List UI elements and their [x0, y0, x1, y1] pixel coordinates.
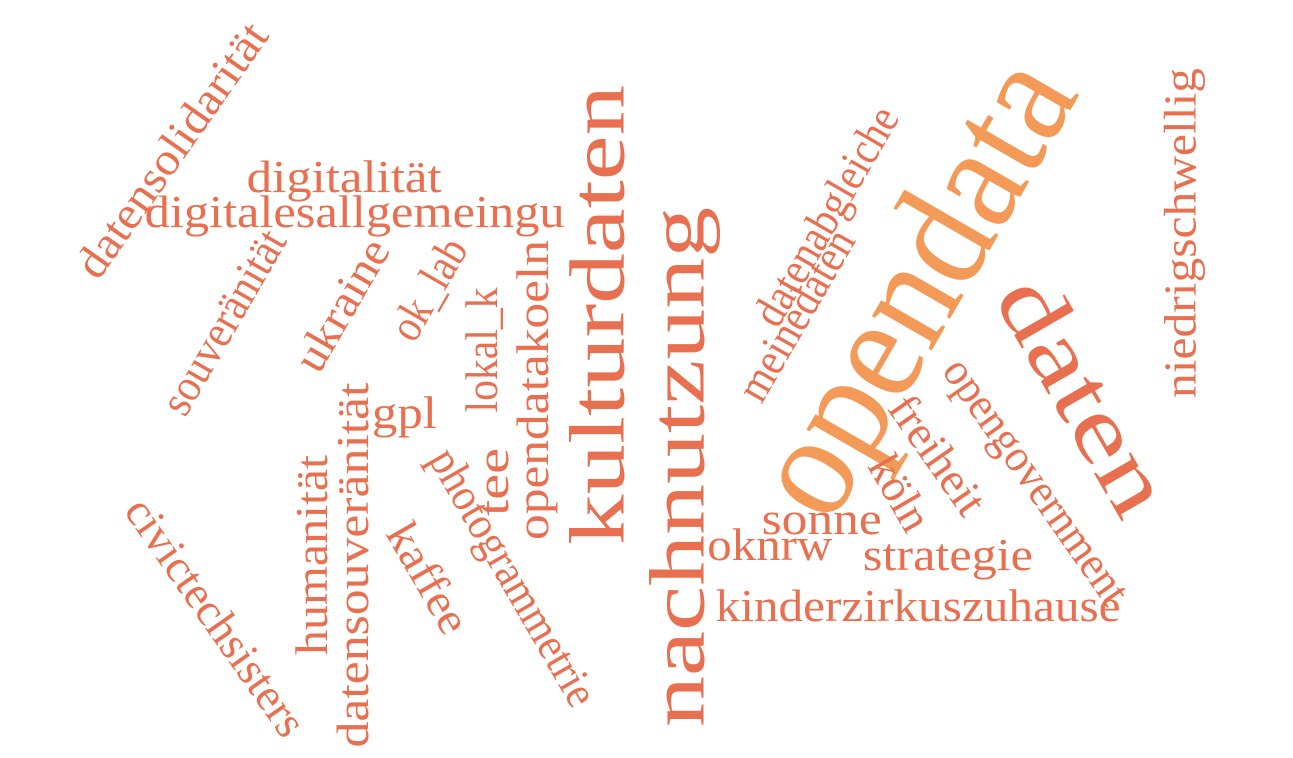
word-kulturdaten: kulturdaten — [553, 84, 641, 546]
word-lokal-k: lokal_k — [455, 287, 507, 413]
word-kinderzirkuszuhause: kinderzirkuszuhause — [715, 580, 1121, 631]
word-niedrigschwellig: niedrigschwellig — [1154, 68, 1205, 398]
word-gpl: gpl — [371, 387, 437, 438]
word-digitalitaet: digitalität — [246, 151, 442, 202]
word-nachnutzung: nachnutzung — [633, 206, 720, 728]
word-ukraine: ukraine — [283, 229, 400, 381]
word-oknrw: oknrw — [707, 519, 833, 570]
word-souveraenitaet: souveränität — [149, 220, 296, 424]
word-sonne: sonne — [761, 493, 882, 544]
word-digitalesallgemeingu: digitalesallgemeingu — [144, 186, 566, 237]
word-datensouveraenitaet: datensouveränität — [327, 382, 378, 748]
word-strategie: strategie — [863, 529, 1033, 580]
